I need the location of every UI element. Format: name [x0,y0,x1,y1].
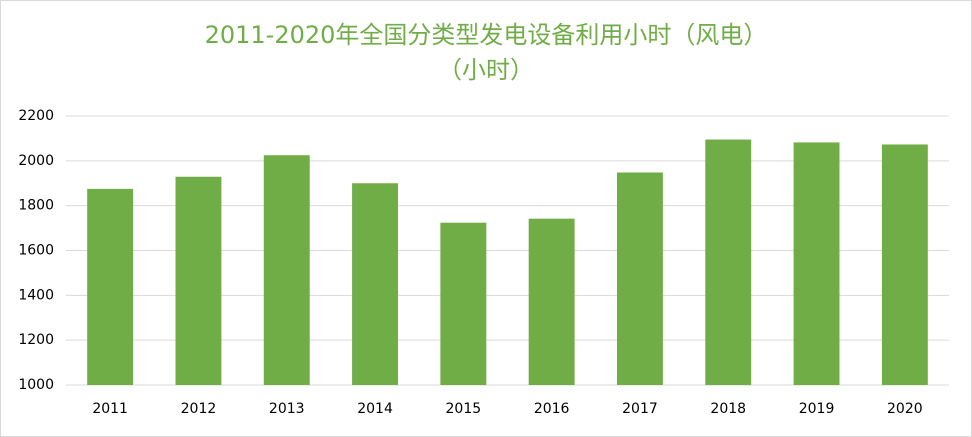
bar [352,183,399,385]
x-tick-label: 2013 [269,401,305,417]
bar [440,222,487,385]
x-tick-label: 2018 [710,401,746,417]
chart-title: 2011-2020年全国分类型发电设备利用小时（风电） [205,21,768,49]
bar [175,176,222,385]
chart-subtitle: （小时） [438,56,534,84]
bar [705,139,752,385]
x-tick-label: 2020 [887,401,923,417]
x-tick-label: 2015 [446,401,482,417]
y-tick-label: 1200 [18,332,54,348]
x-tick-label: 2014 [357,401,393,417]
bar [881,144,928,385]
bar [793,142,840,385]
y-tick-label: 2200 [18,108,54,124]
y-tick-label: 1600 [18,243,54,259]
y-tick-label: 1000 [18,377,54,393]
y-tick-label: 1800 [18,198,54,214]
bar [528,218,575,385]
x-tick-label: 2017 [622,401,658,417]
bar [263,155,310,385]
x-tick-label: 2012 [181,401,217,417]
x-tick-label: 2019 [799,401,835,417]
y-tick-label: 2000 [18,153,54,169]
bar [616,172,663,385]
bar [87,188,134,385]
x-tick-label: 2011 [92,401,128,417]
x-tick-label: 2016 [534,401,570,417]
y-tick-label: 1400 [18,287,54,303]
